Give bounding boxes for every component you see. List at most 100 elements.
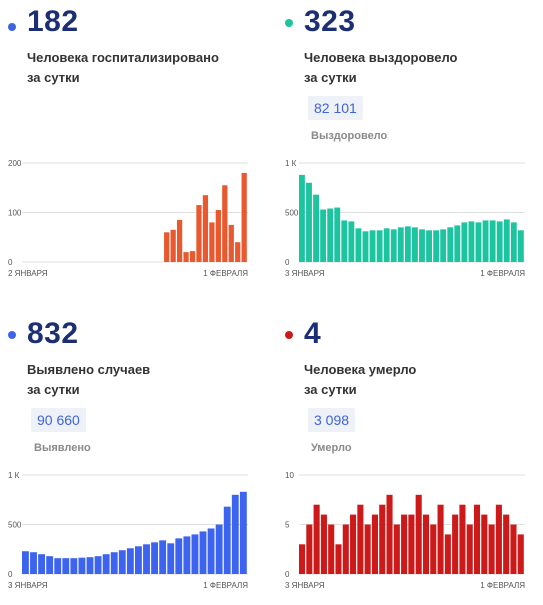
y-tick-label: 1 К: [285, 159, 297, 168]
bar: [215, 210, 221, 262]
bar: [228, 224, 234, 262]
bar: [239, 491, 247, 574]
y-tick-label: 0: [285, 570, 290, 579]
bar: [369, 230, 376, 262]
bar: [452, 514, 459, 574]
bar: [22, 551, 29, 574]
bar: [170, 229, 176, 262]
bar: [126, 548, 134, 574]
bar: [397, 227, 404, 262]
bar: [517, 230, 524, 262]
y-tick-label: 0: [285, 258, 290, 267]
cases-label: Выявлено случаев за сутки: [27, 362, 151, 397]
recovered-total-label: Выздоровело: [311, 130, 388, 142]
deaths-total-badge: 3 098: [308, 408, 356, 432]
bar: [86, 557, 94, 574]
bar: [404, 226, 411, 262]
bar: [371, 514, 378, 574]
recovered-chart: 1 К 500 0 3 ЯНВАРЯ 1 ФЕВРАЛЯ: [285, 158, 535, 283]
bar: [110, 552, 118, 574]
bar: [94, 556, 102, 574]
bar: [207, 528, 215, 574]
bar: [62, 558, 70, 574]
bar: [510, 524, 517, 574]
bar: [348, 221, 355, 262]
x-end-label: 1 ФЕВРАЛЯ: [480, 269, 525, 278]
bar: [419, 229, 425, 262]
bar: [223, 506, 231, 574]
x-end-label: 1 ФЕВРАЛЯ: [203, 269, 248, 278]
bar: [517, 534, 524, 574]
bar: [313, 194, 319, 262]
bar: [437, 504, 444, 574]
deaths-count: 4: [304, 317, 322, 350]
bar: [167, 543, 175, 574]
bar: [54, 558, 62, 574]
x-start-label: 3 ЯНВАРЯ: [285, 269, 325, 278]
x-end-label: 1 ФЕВРАЛЯ: [480, 581, 525, 590]
bar: [475, 222, 482, 262]
bar: [430, 524, 437, 574]
bar: [488, 524, 495, 574]
bar: [328, 524, 335, 574]
bar: [189, 251, 196, 262]
y-tick-label: 10: [285, 471, 294, 480]
bar: [175, 538, 183, 574]
bar: [143, 544, 150, 574]
bar: [215, 524, 223, 574]
bar: [306, 524, 313, 574]
bar: [482, 220, 489, 262]
bar: [183, 252, 189, 262]
bar: [159, 540, 167, 574]
bar: [355, 228, 362, 262]
bar: [313, 504, 320, 574]
cases-total-label: Выявлено: [34, 442, 91, 454]
bar: [408, 514, 415, 574]
bar: [327, 208, 334, 262]
bar: [440, 229, 447, 262]
deaths-dot-icon: [285, 331, 293, 339]
bar: [473, 504, 481, 574]
cases-count: 832: [27, 317, 79, 350]
bar: [454, 225, 461, 262]
bar: [481, 514, 488, 574]
bar: [357, 504, 364, 574]
bar: [510, 222, 517, 262]
hospitalized-chart: 200 100 0 2 ЯНВАРЯ 1 ФЕВРАЛЯ: [8, 158, 258, 283]
bar: [196, 205, 202, 262]
bar: [379, 504, 386, 574]
bar: [320, 514, 327, 574]
bar: [202, 195, 209, 262]
hospitalized-count: 182: [27, 5, 79, 38]
bar: [390, 229, 397, 262]
bar: [151, 542, 159, 574]
y-tick-label: 0: [8, 570, 13, 579]
recovered-dot-icon: [285, 19, 293, 27]
deaths-total-label: Умерло: [311, 442, 352, 454]
x-start-label: 3 ЯНВАРЯ: [285, 581, 325, 590]
bar: [70, 558, 78, 574]
bar: [335, 544, 342, 574]
bar: [191, 534, 199, 574]
bar: [415, 494, 422, 574]
bar: [135, 546, 142, 574]
bar: [199, 531, 207, 574]
bar: [341, 220, 348, 262]
y-tick-label: 100: [8, 209, 22, 218]
bar: [466, 524, 473, 574]
bar: [503, 219, 510, 262]
y-tick-label: 200: [8, 159, 22, 168]
bar: [102, 554, 110, 574]
bar: [299, 544, 306, 574]
bar: [320, 209, 327, 262]
bar: [176, 219, 183, 262]
bar: [78, 557, 86, 574]
hospitalized-dot-icon: [8, 23, 16, 31]
bar: [38, 554, 46, 574]
bar: [222, 185, 228, 262]
bar: [376, 230, 383, 262]
x-start-label: 2 ЯНВАРЯ: [8, 269, 48, 278]
recovered-total-badge: 82 101: [308, 96, 363, 120]
cases-chart: 1 К 500 0 3 ЯНВАРЯ 1 ФЕВРАЛЯ: [8, 470, 258, 595]
recovered-label: Человека выздоровело за сутки: [304, 50, 458, 85]
